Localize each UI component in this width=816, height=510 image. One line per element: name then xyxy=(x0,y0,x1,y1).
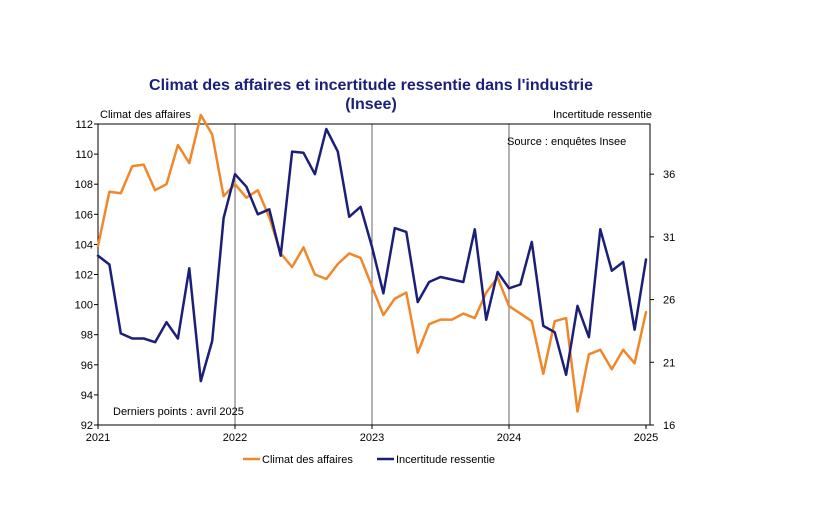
x-tick-label: 2021 xyxy=(86,432,110,444)
left-tick-label: 102 xyxy=(75,270,93,282)
x-tick-label: 2023 xyxy=(360,432,384,444)
left-tick-label: 98 xyxy=(81,330,93,342)
plot-frame xyxy=(97,123,651,426)
right-tick-label: 16 xyxy=(663,420,675,432)
chart-title-line1: Climat des affaires et incertitude resse… xyxy=(149,77,593,94)
legend: Climat des affaires Incertitude ressenti… xyxy=(243,454,495,466)
right-tick-label: 26 xyxy=(663,295,675,307)
x-tick-label: 2024 xyxy=(497,432,521,444)
right-tick-label: 36 xyxy=(663,169,675,181)
left-tick-label: 108 xyxy=(75,179,93,191)
last-points-note: Derniers points : avril 2025 xyxy=(113,406,244,418)
x-tick-label: 2022 xyxy=(223,432,247,444)
year-gridlines xyxy=(234,124,510,425)
right-tick-label: 31 xyxy=(663,232,675,244)
legend-label-climat: Climat des affaires xyxy=(262,454,353,466)
left-tick-label: 112 xyxy=(75,119,93,131)
left-tick-label: 100 xyxy=(75,300,93,312)
right-tick-label: 21 xyxy=(663,357,675,369)
x-axis: 2021 2022 2023 2024 2025 xyxy=(86,425,658,444)
left-axis: 92 94 96 98 100 102 104 106 108 110 112 xyxy=(75,119,98,432)
left-axis-label: Climat des affaires xyxy=(100,109,191,121)
left-tick-label: 92 xyxy=(81,420,93,432)
left-tick-label: 110 xyxy=(75,149,93,161)
right-axis-label: Incertitude ressentie xyxy=(553,109,652,121)
legend-label-incertitude: Incertitude ressentie xyxy=(396,454,495,466)
left-tick-label: 96 xyxy=(81,360,93,372)
source-note: Source : enquêtes Insee xyxy=(507,136,626,148)
x-tick-label: 2025 xyxy=(634,432,658,444)
left-tick-label: 104 xyxy=(75,239,93,251)
series-line-incertitude xyxy=(96,127,648,383)
chart-title-line2: (Insee) xyxy=(345,96,397,113)
series-line-climat xyxy=(96,113,648,413)
left-tick-label: 94 xyxy=(81,390,93,402)
series-lines xyxy=(96,113,648,413)
right-axis: 16 21 26 31 36 xyxy=(650,169,675,432)
left-tick-label: 106 xyxy=(75,209,93,221)
